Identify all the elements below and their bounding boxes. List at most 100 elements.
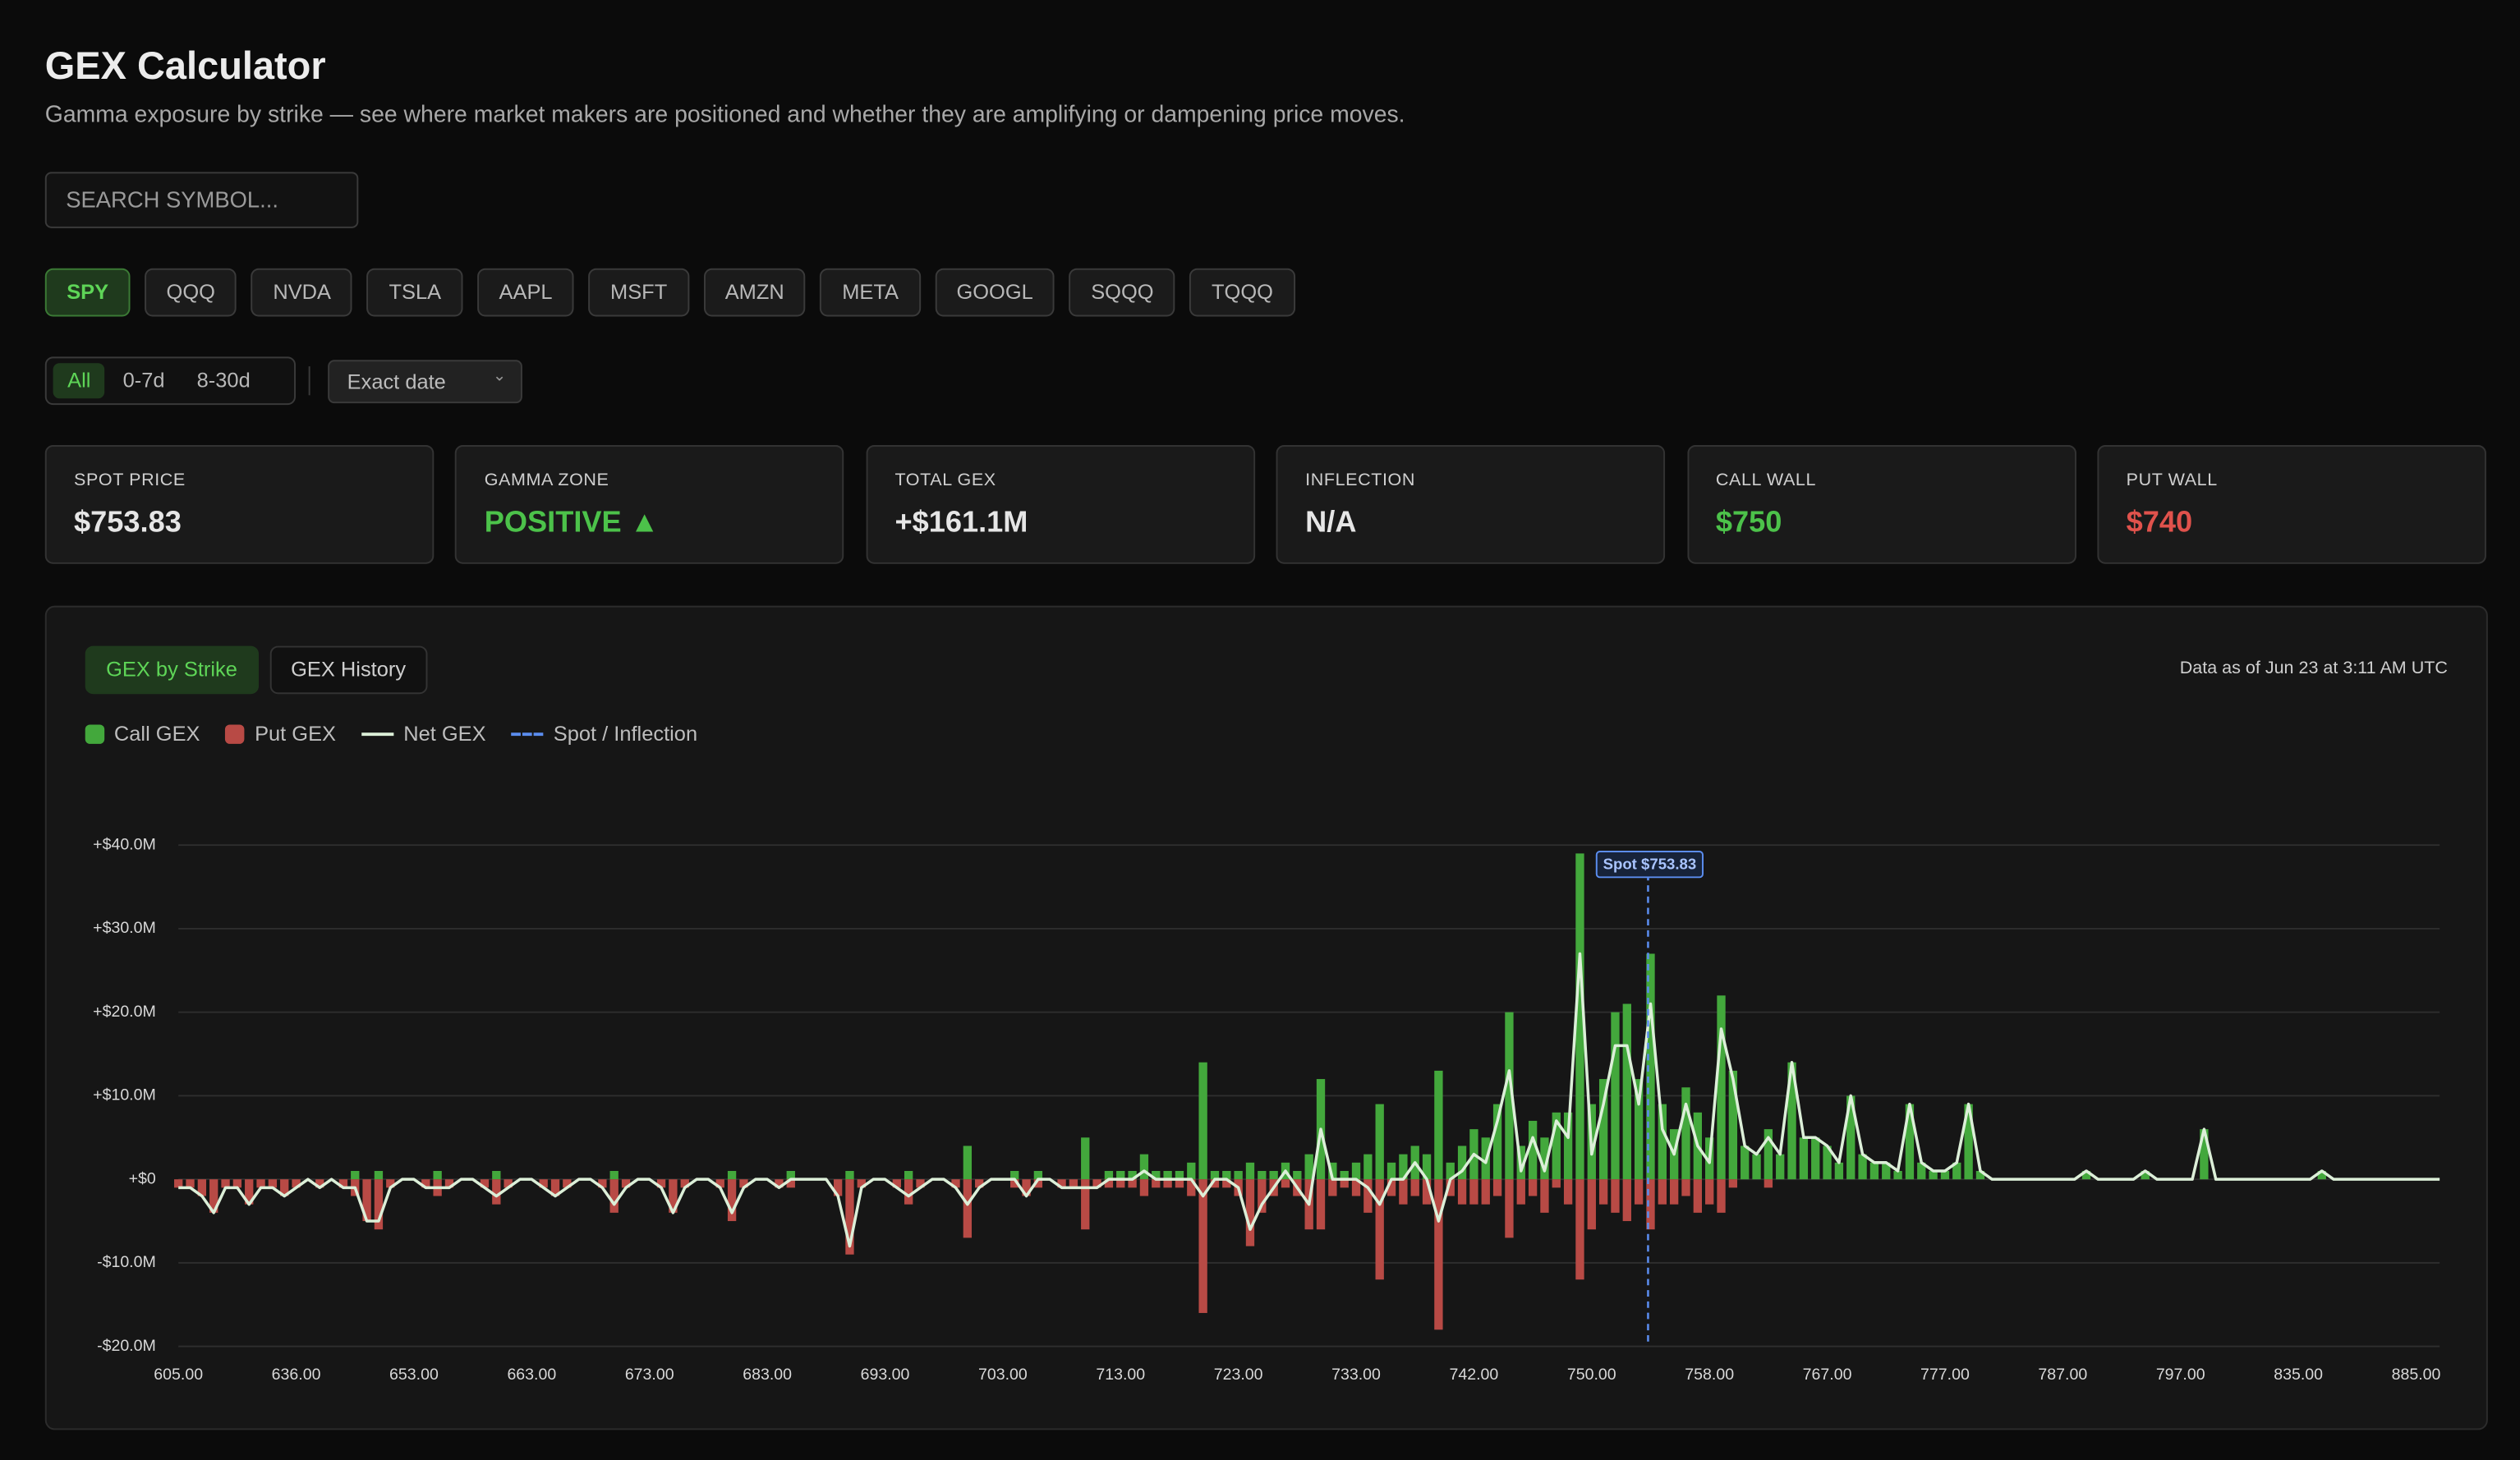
bar	[1187, 1162, 1196, 1180]
x-tick-label: 750.00	[1567, 1366, 1616, 1384]
bar	[1152, 1179, 1161, 1188]
bar	[739, 1179, 748, 1188]
ticker-button[interactable]: TSLA	[367, 268, 463, 317]
ticker-button[interactable]: QQQ	[145, 268, 237, 317]
bar	[245, 1179, 254, 1205]
bar	[1681, 1087, 1690, 1180]
bar	[1033, 1170, 1043, 1180]
expiry-button[interactable]: 8-30d	[196, 368, 251, 393]
net-line	[178, 952, 2440, 1248]
search-input[interactable]: SEARCH SYMBOL...	[44, 172, 359, 228]
ticker-button[interactable]: SQQQ	[1069, 268, 1175, 317]
bar	[1752, 1154, 1761, 1180]
legend-swatch	[85, 723, 105, 743]
bar	[1622, 1003, 1631, 1180]
bar	[609, 1170, 619, 1180]
page-subtitle: Gamma exposure by strike — see where mar…	[44, 103, 1405, 129]
bar	[1575, 1179, 1584, 1280]
bar	[1658, 1179, 1667, 1205]
bar	[621, 1179, 631, 1188]
ticker-button[interactable]: TQQQ	[1189, 268, 1295, 317]
bar	[963, 1146, 973, 1180]
ticker-button[interactable]: META	[820, 268, 921, 317]
bar	[1528, 1179, 1538, 1196]
bar	[1304, 1154, 1313, 1180]
x-tick-label: 693.00	[861, 1366, 910, 1384]
x-tick-label: 835.00	[2274, 1366, 2323, 1384]
legend-label: Put GEX	[255, 721, 337, 746]
bar	[669, 1179, 678, 1213]
bar	[1234, 1170, 1243, 1180]
bar	[786, 1179, 795, 1188]
bar	[1869, 1162, 1879, 1180]
bar	[338, 1179, 348, 1188]
y-tick-label: +$30.0M	[93, 919, 156, 937]
bar	[280, 1179, 289, 1196]
bar	[256, 1179, 265, 1188]
bar	[268, 1179, 278, 1188]
bar	[444, 1179, 454, 1188]
bar	[1293, 1170, 1302, 1180]
ticker-button[interactable]: SPY	[44, 268, 131, 317]
bar	[1646, 1179, 1655, 1230]
bar	[1281, 1179, 1290, 1188]
bar	[1340, 1170, 1349, 1180]
date-select[interactable]: Exact date	[328, 356, 522, 404]
bar	[1552, 1179, 1561, 1188]
bar	[209, 1179, 218, 1213]
bar	[1139, 1179, 1149, 1196]
bar	[550, 1179, 560, 1196]
bar	[916, 1179, 925, 1188]
bar	[1399, 1179, 1408, 1205]
bar	[775, 1179, 784, 1188]
x-tick-label: 605.00	[154, 1366, 203, 1384]
x-tick-label: 758.00	[1685, 1366, 1734, 1384]
y-tick-label: +$40.0M	[93, 835, 156, 853]
bar	[351, 1170, 360, 1180]
bar	[1917, 1162, 1926, 1180]
bar	[1081, 1137, 1090, 1180]
bar	[1198, 1179, 1207, 1313]
ticker-button[interactable]: AMZN	[703, 268, 807, 317]
legend-item: Put GEX	[225, 721, 337, 746]
ticker-button[interactable]: GOOGL	[935, 268, 1055, 317]
bar	[1598, 1179, 1608, 1205]
bar	[1598, 1079, 1608, 1180]
spot-annotation: Spot $753.83	[1595, 851, 1704, 879]
bar	[362, 1179, 371, 1222]
expiry-button[interactable]: 0-7d	[122, 368, 165, 393]
ticker-button[interactable]: MSFT	[588, 268, 689, 317]
bar	[1893, 1170, 1902, 1180]
bar	[1469, 1179, 1478, 1205]
bar	[1116, 1170, 1125, 1180]
bar	[1611, 1179, 1620, 1213]
ticker-button[interactable]: NVDA	[251, 268, 353, 317]
bar	[1670, 1179, 1679, 1205]
x-tick-label: 636.00	[272, 1366, 321, 1384]
bar	[609, 1179, 619, 1213]
bar	[1552, 1112, 1561, 1180]
legend-label: Call GEX	[113, 721, 200, 746]
bar	[1363, 1179, 1373, 1213]
bar	[1516, 1179, 1525, 1205]
x-tick-label: 663.00	[507, 1366, 556, 1384]
ticker-button[interactable]: AAPL	[477, 268, 575, 317]
x-tick-label: 885.00	[2392, 1366, 2441, 1384]
bar	[1481, 1179, 1490, 1205]
stat-card: GAMMA ZONE POSITIVE ▲	[455, 444, 844, 564]
tab-button[interactable]: GEX by Strike	[85, 645, 259, 695]
bar	[2200, 1129, 2209, 1180]
bar	[1622, 1179, 1631, 1222]
x-tick-label: 742.00	[1450, 1366, 1499, 1384]
bar	[2317, 1170, 2326, 1180]
bar	[786, 1170, 795, 1180]
expiry-button[interactable]: All	[53, 363, 106, 399]
bar	[504, 1179, 513, 1188]
bar	[1104, 1179, 1114, 1188]
y-tick-label: +$0	[129, 1169, 156, 1187]
stat-label: PUT WALL	[2126, 471, 2218, 490]
bar	[1975, 1170, 1985, 1180]
bar	[1422, 1154, 1432, 1180]
tab-button[interactable]: GEX History	[269, 645, 427, 695]
bar	[1563, 1179, 1573, 1205]
